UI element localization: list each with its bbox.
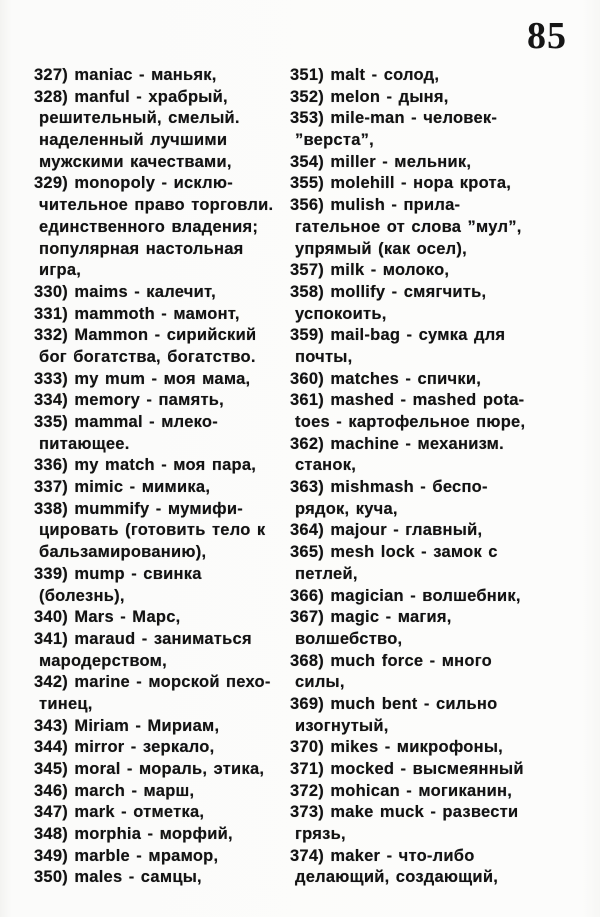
dictionary-line: 327) maniac - маньяк,: [34, 66, 217, 84]
dictionary-line: 341) maraud - заниматься: [34, 629, 252, 648]
dictionary-line: чительное право торговли.: [39, 196, 274, 215]
dictionary-line: 345) moral - мораль, этика,: [34, 760, 265, 778]
dictionary-line: успокоить,: [295, 304, 387, 323]
dictionary-line: цировать (готовить тело к: [39, 521, 266, 540]
dictionary-line: 369) much bent - сильно: [290, 694, 498, 713]
dictionary-line: toes - картофельное пюре,: [295, 413, 526, 431]
dictionary-line: 364) majour - главный,: [290, 521, 483, 540]
dictionary-line: 356) mulish - прила-: [290, 196, 461, 215]
dictionary-line: 343) Miriam - Мириам,: [34, 716, 220, 735]
dictionary-line: 360) matches - спички,: [290, 369, 482, 388]
dictionary-line: 370) mikes - микрофоны,: [290, 738, 504, 757]
dictionary-line: рядок, куча,: [295, 499, 398, 518]
dictionary-line: станок,: [295, 456, 357, 475]
dictionary-line: силы,: [295, 673, 345, 692]
dictionary-line: грязь,: [295, 825, 346, 844]
dictionary-line: 374) maker - что-либо: [290, 846, 475, 865]
dictionary-line: 333) my mum - моя мама,: [34, 369, 251, 388]
dictionary-line: 328) manful - храбрый,: [34, 87, 228, 106]
dictionary-line: изогнутый,: [295, 716, 389, 735]
dictionary-line: мародерством,: [39, 651, 167, 670]
dictionary-line: 372) mohican - могиканин,: [290, 781, 513, 800]
dictionary-line: питающее.: [39, 434, 130, 453]
dictionary-line: 331) mammoth - мамонт,: [34, 304, 240, 323]
dictionary-line: 348) morphia - морфий,: [34, 825, 233, 844]
dictionary-line: 337) mimic - мимика,: [34, 478, 211, 497]
dictionary-line: 353) mile-man - человек-: [290, 109, 498, 128]
dictionary-line: 359) mail-bag - сумка для: [290, 326, 506, 345]
dictionary-line: 339) mump - свинка: [34, 564, 202, 583]
right-column: 351) malt - солод, 352) melon - дыня, 353)…: [290, 65, 590, 889]
dictionary-line: 367) magic - магия,: [290, 608, 452, 627]
dictionary-line: 373) make muck - развести: [290, 803, 519, 822]
dictionary-line: 334) memory - память,: [34, 391, 225, 410]
page-number: 85: [527, 15, 567, 57]
dictionary-line: 365) mesh lock - замок с: [290, 543, 498, 562]
dictionary-line: бог богатства, богатство.: [39, 347, 256, 366]
left-column: 327) maniac - маньяк, 328) manful - храбр…: [34, 65, 286, 889]
dictionary-line: 363) mishmash - беспо-: [290, 478, 488, 497]
dictionary-line: 350) males - самцы,: [34, 868, 202, 887]
dictionary-line: 354) miller - мельник,: [290, 152, 472, 171]
dictionary-line: волшебство,: [295, 629, 403, 648]
dictionary-line: 349) marble - мрамор,: [34, 846, 219, 865]
dictionary-line: 335) mammal - млеко-: [34, 413, 218, 431]
dictionary-line: 371) mocked - высмеянный: [290, 760, 524, 778]
dictionary-line: гательное от слова ”мул”,: [295, 217, 522, 236]
dictionary-line: 329) monopoly - исклю-: [34, 174, 233, 193]
dictionary-line: 362) machine - механизм.: [290, 434, 504, 453]
dictionary-line: 351) malt - солод,: [290, 66, 440, 84]
dictionary-line: (болезнь),: [39, 586, 125, 605]
dictionary-line: 340) Mars - Марс,: [34, 608, 181, 627]
dictionary-line: делающий, создающий,: [295, 868, 499, 887]
dictionary-line: 366) magician - волшебник,: [290, 586, 521, 605]
dictionary-line: 355) molehill - нора крота,: [290, 174, 512, 193]
dictionary-line: 358) mollify - смягчить,: [290, 282, 487, 301]
dictionary-line: игра,: [39, 261, 82, 280]
dictionary-line: 336) my match - моя пара,: [34, 456, 257, 475]
dictionary-line: 357) milk - молоко,: [290, 261, 450, 280]
dictionary-line: единственного владения;: [39, 217, 259, 236]
dictionary-line: 352) melon - дыня,: [290, 87, 449, 106]
dictionary-line: решительный, смелый.: [39, 109, 240, 128]
dictionary-line: популярная настольная: [39, 239, 244, 258]
dictionary-line: 330) maims - калечит,: [34, 282, 216, 301]
dictionary-line: 347) mark - отметка,: [34, 803, 205, 822]
dictionary-line: 361) mashed - mashed pota-: [290, 391, 525, 410]
dictionary-line: 338) mummify - мумифи-: [34, 499, 243, 518]
dictionary-line: 342) marine - морской пехо-: [34, 673, 271, 692]
dictionary-line: 368) much force - много: [290, 651, 492, 670]
dictionary-line: упрямый (как осел),: [295, 239, 467, 258]
dictionary-line: 344) mirror - зеркало,: [34, 738, 215, 757]
dictionary-line: тинец,: [39, 694, 93, 713]
dictionary-line: наделенный лучшими: [39, 131, 228, 150]
dictionary-line: 346) march - марш,: [34, 781, 195, 800]
dictionary-line: ”верста”,: [295, 131, 374, 150]
dictionary-line: почты,: [295, 347, 353, 366]
dictionary-line: мужскими качествами,: [39, 152, 232, 171]
dictionary-line: петлей,: [295, 564, 358, 583]
dictionary-line: бальзамированию),: [39, 543, 207, 562]
dictionary-line: 332) Mammon - сирийский: [34, 326, 257, 345]
